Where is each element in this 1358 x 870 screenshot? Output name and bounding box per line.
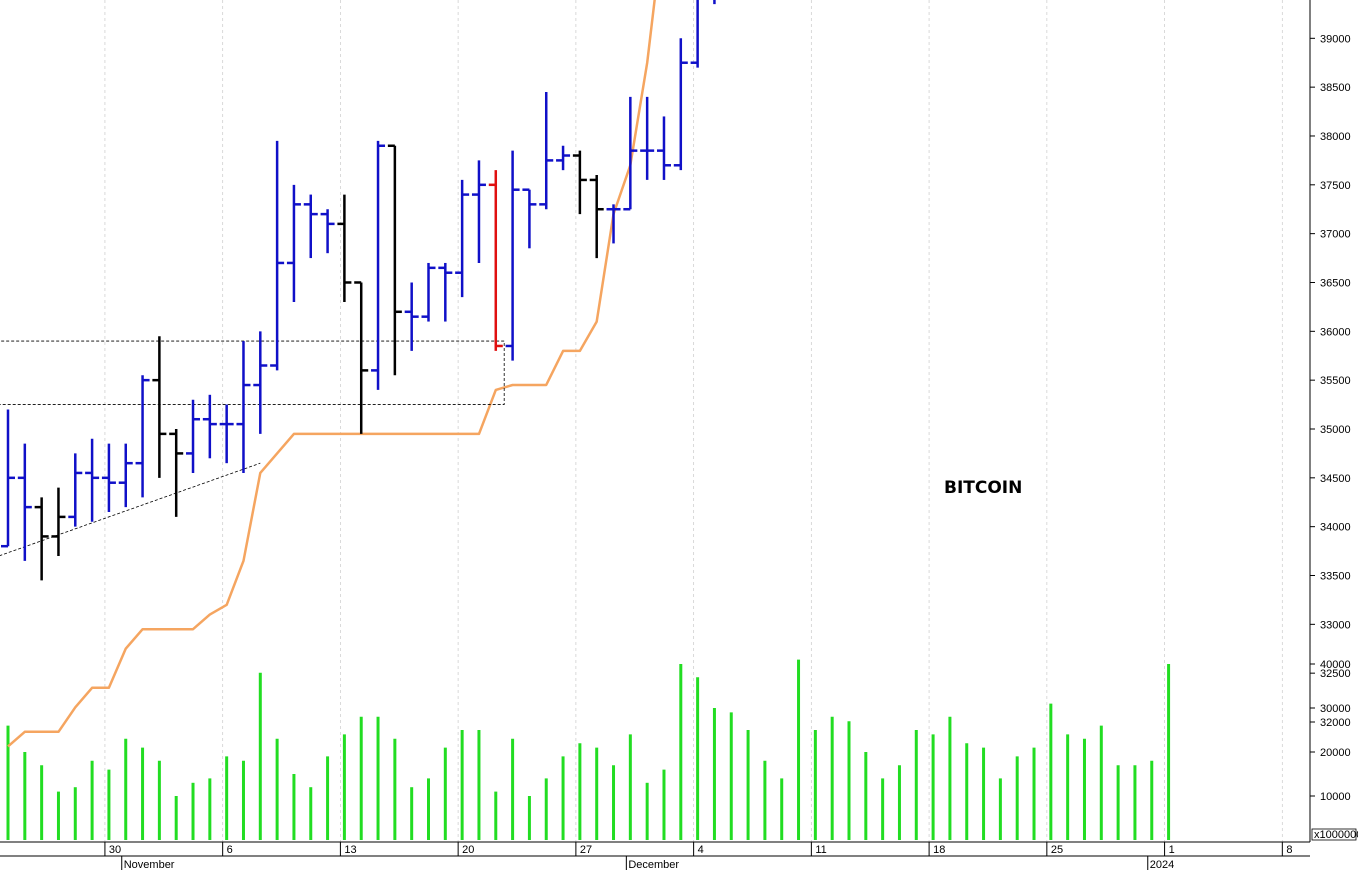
price-tick-label: 32000 [1320,717,1351,729]
date-tick-label: 25 [1051,844,1063,856]
price-tick-label: 37000 [1320,229,1351,241]
date-tick-label: 18 [933,844,945,856]
volume-tick-label: 20000 [1320,747,1351,759]
unit-label-box [1311,828,1357,841]
date-tick-label: 27 [580,844,592,856]
consolidation-box [0,340,505,405]
price-tick-label: 36500 [1320,277,1351,289]
price-tick-label: 38500 [1320,82,1351,94]
rising-trendline [0,462,261,556]
chart-title: BITCOIN [944,478,1022,498]
support-line [7,0,656,748]
price-tick-label: 34000 [1320,522,1351,534]
price-tick-label: 39000 [1320,33,1351,45]
price-tick-label: 36000 [1320,326,1351,338]
date-tick-label: 1 [1169,844,1175,856]
date-tick-label: 30 [109,844,121,856]
price-tick-label: 35500 [1320,375,1351,387]
date-tick-label: 11 [815,844,826,856]
price-tick-label: 33000 [1320,619,1351,631]
date-tick-label: 20 [462,844,474,856]
price-tick-label: 38000 [1320,131,1351,143]
unit-label: x1000000 [1314,829,1358,841]
date-tick-label: 4 [698,844,704,856]
volume-tick-label: 30000 [1320,703,1351,715]
month-label: December [628,859,679,870]
month-label: 2024 [1150,859,1174,870]
price-tick-label: 34500 [1320,473,1351,485]
volume-tick-label: 10000 [1320,791,1351,803]
price-tick-label: 37500 [1320,180,1351,192]
price-tick-label: 32500 [1320,668,1351,680]
price-tick-label: 35000 [1320,424,1351,436]
date-tick-label: 6 [227,844,233,856]
date-tick-label: 8 [1286,844,1292,856]
price-tick-label: 33500 [1320,570,1351,582]
volume-tick-label: 40000 [1320,659,1351,671]
date-tick-label: 13 [344,844,356,856]
month-label: November [124,859,175,870]
